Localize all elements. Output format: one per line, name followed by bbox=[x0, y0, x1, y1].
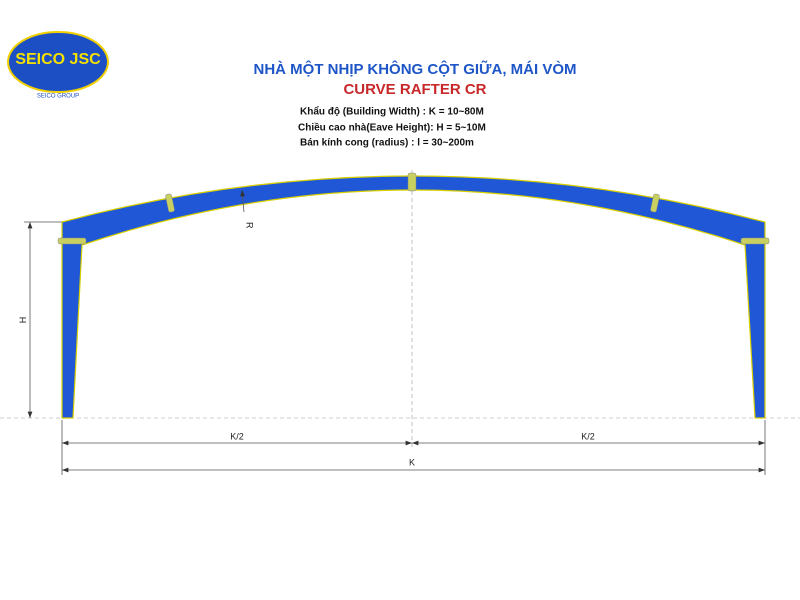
half-label: K/2 bbox=[581, 431, 595, 441]
height-label: H bbox=[18, 317, 28, 324]
radius-line bbox=[240, 189, 245, 213]
radius-label: R bbox=[245, 222, 255, 229]
logo-name: SEICO JSC bbox=[15, 51, 101, 68]
width-label: K bbox=[409, 457, 415, 467]
half-label: K/2 bbox=[230, 431, 244, 441]
spec: Khẩu độ (Building Width) : K = 10~80M bbox=[300, 106, 484, 118]
logo: SEICO JSC SEICO GROUP bbox=[7, 31, 109, 100]
splices bbox=[57, 172, 770, 245]
spec: Chiều cao nhà(Eave Height): H = 5~10M bbox=[298, 122, 486, 134]
frame bbox=[61, 175, 766, 419]
logo-group: SEICO GROUP bbox=[37, 94, 79, 100]
title: NHÀ MỘT NHỊP KHÔNG CỘT GIỮA, MÁI VÒM bbox=[254, 60, 577, 78]
spec: Bán kính cong (radius) : l = 30~200m bbox=[300, 138, 474, 149]
subtitle: CURVE RAFTER CR bbox=[343, 81, 486, 98]
